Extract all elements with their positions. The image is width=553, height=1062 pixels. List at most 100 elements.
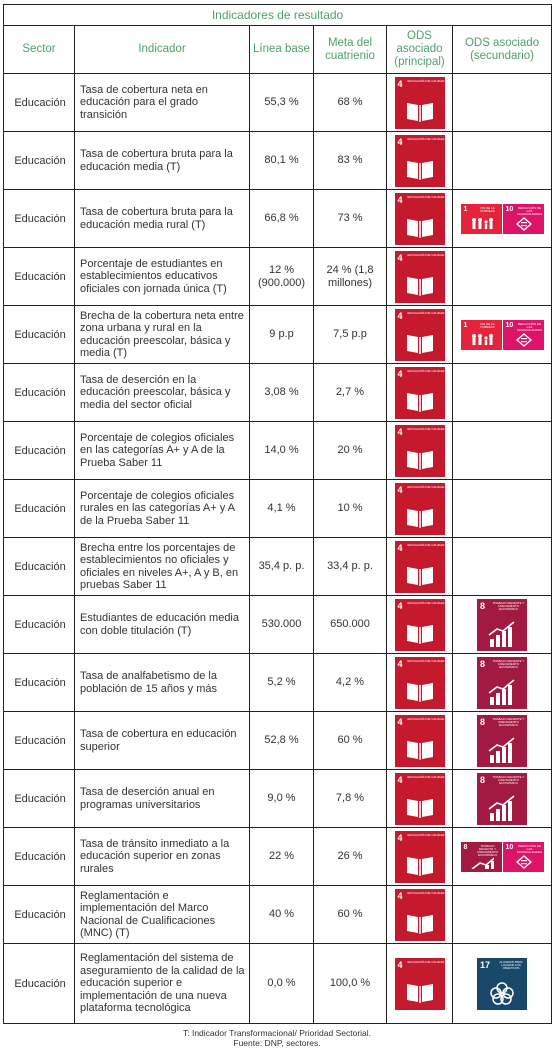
book-icon	[406, 218, 433, 238]
goal-cell: 68 %	[313, 73, 387, 132]
sdg-number: 8	[480, 716, 486, 727]
ods-secondary-cell	[451, 885, 553, 944]
sdg-4-icon: 4 EDUCACIÓN DE CALIDAD	[394, 888, 445, 941]
indicator-cell: Porcentaje de colegios oficiales en las …	[74, 421, 250, 480]
sdg-4-icon: 4 EDUCACIÓN DE CALIDAD	[394, 957, 445, 1010]
sdg-8-icon: 8 TRABAJO DECENTE Y CRECIMIENTO ECONÓMICO	[460, 841, 502, 872]
table-row: Educación Porcentaje de colegios oficiale…	[3, 479, 553, 538]
sdg-8-icon: 8 TRABAJO DECENTE Y CRECIMIENTO ECONÓMICO	[477, 598, 528, 651]
sector-cell: Educación	[3, 479, 75, 538]
header-goal: Meta del cuatrienio	[313, 25, 387, 74]
baseline-cell: 22 %	[249, 827, 314, 886]
baseline-cell: 5,2 %	[249, 653, 314, 712]
sector-cell: Educación	[3, 653, 75, 712]
ods-secondary-cell	[451, 479, 553, 538]
sdg-label: EDUCACIÓN DE CALIDAD	[407, 426, 445, 431]
ods-secondary-cell: 8 TRABAJO DECENTE Y CRECIMIENTO ECONÓMICO	[451, 769, 553, 828]
sdg-label: EDUCACIÓN DE CALIDAD	[407, 136, 445, 141]
baseline-cell: 66,8 %	[249, 189, 314, 248]
table-row: Educación Porcentaje de estudiantes en es…	[3, 247, 553, 306]
book-icon	[406, 798, 433, 818]
sdg-secondary-group: 8 TRABAJO DECENTE Y CRECIMIENTO ECONÓMICO	[477, 598, 528, 651]
people-icon	[471, 217, 493, 229]
sdg-number: 4	[397, 600, 403, 611]
table-footnote: T: Indicador Transformacional/ Prioridad…	[3, 1028, 551, 1048]
sdg-number: 4	[397, 716, 403, 727]
indicator-cell: Porcentaje de estudiantes en establecimi…	[74, 247, 250, 306]
baseline-cell: 0,0 %	[249, 943, 314, 1024]
goal-cell: 100,0 %	[313, 943, 387, 1024]
sector-cell: Educación	[3, 827, 75, 886]
sector-cell: Educación	[3, 595, 75, 654]
book-icon	[406, 508, 433, 528]
sdg-number: 4	[397, 658, 403, 669]
book-icon	[406, 566, 433, 586]
sdg-label: TRABAJO DECENTE Y CRECIMIENTO ECONÓMICO	[492, 658, 525, 669]
sdg-number: 1	[463, 205, 468, 213]
ods-primary-cell: 4 EDUCACIÓN DE CALIDAD	[386, 653, 453, 712]
book-icon	[406, 276, 433, 296]
sdg-label: EDUCACIÓN DE CALIDAD	[407, 368, 445, 373]
ods-secondary-cell	[451, 421, 553, 480]
sdg-number: 4	[397, 959, 403, 970]
sdg-number: 10	[505, 205, 514, 213]
sdg-number: 4	[397, 426, 403, 437]
baseline-cell: 12 % (900.000)	[249, 247, 314, 306]
ods-secondary-cell: 17 ALIANZAS PARA LOGRAR LOS OBJETIVOS	[451, 943, 553, 1024]
baseline-cell: 52,8 %	[249, 711, 314, 770]
table-row: Educación Tasa de cobertura bruta para la…	[3, 189, 553, 248]
sector-cell: Educación	[3, 131, 75, 190]
sdg-4-icon: 4 EDUCACIÓN DE CALIDAD	[394, 656, 445, 709]
sdg-number: 4	[397, 774, 403, 785]
sdg-label: EDUCACIÓN DE CALIDAD	[407, 78, 445, 83]
ods-primary-cell: 4 EDUCACIÓN DE CALIDAD	[386, 479, 453, 538]
indicator-cell: Brecha entre los porcentajes de establec…	[74, 537, 250, 596]
sdg-4-icon: 4 EDUCACIÓN DE CALIDAD	[394, 540, 445, 593]
growth-chart-icon	[471, 856, 494, 869]
sdg-number: 10	[505, 321, 514, 329]
growth-chart-icon	[488, 736, 515, 763]
sdg-number: 4	[397, 890, 403, 901]
sdg-label: TRABAJO DECENTE Y CRECIMIENTO ECONÓMICO	[492, 600, 525, 611]
sector-cell: Educación	[3, 885, 75, 944]
ods-secondary-cell	[451, 247, 553, 306]
goal-cell: 4,2 %	[313, 653, 387, 712]
ods-primary-cell: 4 EDUCACIÓN DE CALIDAD	[386, 189, 453, 248]
sdg-4-icon: 4 EDUCACIÓN DE CALIDAD	[394, 192, 445, 245]
sdg-10-icon: 10 REDUCCIÓN DE LAS DESIGUALDADES	[502, 203, 544, 234]
goal-cell: 73 %	[313, 189, 387, 248]
table-row: Educación Tasa de cobertura neta en educa…	[3, 73, 553, 132]
table-row: Educación Tasa de cobertura en educación …	[3, 711, 553, 770]
indicator-cell: Porcentaje de colegios oficiales rurales…	[74, 479, 250, 538]
sdg-label: EDUCACIÓN DE CALIDAD	[407, 310, 445, 315]
sdg-label: EDUCACIÓN DE CALIDAD	[407, 774, 445, 779]
goal-cell: 60 %	[313, 711, 387, 770]
goal-cell: 7,8 %	[313, 769, 387, 828]
sdg-secondary-group: 8 TRABAJO DECENTE Y CRECIMIENTO ECONÓMICO	[477, 656, 528, 709]
table-title: Indicadores de resultado	[2, 4, 553, 26]
baseline-cell: 4,1 %	[249, 479, 314, 538]
baseline-cell: 9 p.p	[249, 305, 314, 364]
indicator-cell: Tasa de cobertura neta en educación para…	[74, 73, 250, 132]
sdg-4-icon: 4 EDUCACIÓN DE CALIDAD	[394, 482, 445, 535]
ods-primary-cell: 4 EDUCACIÓN DE CALIDAD	[386, 885, 453, 944]
goal-cell: 10 %	[313, 479, 387, 538]
sdg-10-icon: 10 REDUCCIÓN DE LAS DESIGUALDADES	[502, 841, 544, 872]
baseline-cell: 530.000	[249, 595, 314, 654]
sdg-secondary-group: 1 FIN DE LA POBREZA 10 REDUCCIÓN DE LAS DES…	[460, 319, 544, 350]
indicator-cell: Tasa de cobertura bruta para la educació…	[74, 189, 250, 248]
sdg-number: 4	[397, 252, 403, 263]
baseline-cell: 55,3 %	[249, 73, 314, 132]
growth-chart-icon	[488, 794, 515, 821]
sdg-label: EDUCACIÓN DE CALIDAD	[407, 832, 445, 837]
sdg-label: REDUCCIÓN DE LAS DESIGUALDADES	[516, 321, 543, 332]
ods-secondary-cell: 1 FIN DE LA POBREZA 10 REDUCCIÓN DE LAS DES…	[451, 305, 553, 364]
sdg-secondary-group: 1 FIN DE LA POBREZA 10 REDUCCIÓN DE LAS DES…	[460, 203, 544, 234]
sdg-number: 4	[397, 78, 403, 89]
goal-cell: 60 %	[313, 885, 387, 944]
equality-diamond-icon	[515, 854, 532, 869]
header-baseline: Línea base	[249, 25, 314, 74]
table-row: Educación Tasa de tránsito inmediato a la…	[3, 827, 553, 886]
sector-cell: Educación	[3, 73, 75, 132]
indicator-cell: Tasa de cobertura en educación superior	[74, 711, 250, 770]
